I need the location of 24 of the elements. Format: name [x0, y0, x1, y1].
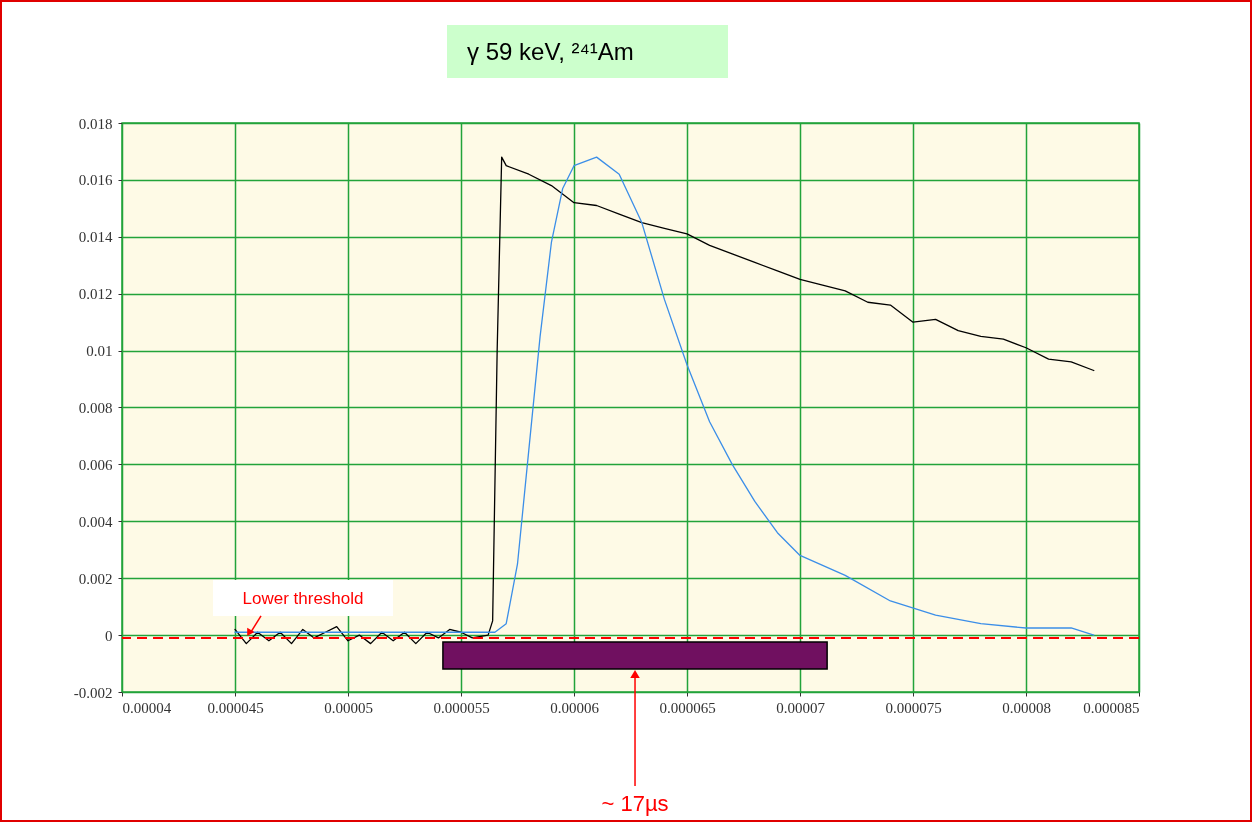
x-tick-label: 0.000065: [659, 699, 716, 716]
x-tick-label: 0.000045: [207, 699, 264, 716]
ref-line-label: Lower threshold: [242, 588, 364, 608]
x-tick-label: 0.000075: [885, 699, 942, 716]
x-tick-label: 0.00007: [776, 699, 826, 716]
y-tick-label: 0: [105, 627, 113, 644]
x-tick-label: 0.00005: [324, 699, 373, 716]
y-tick-label: 0.016: [78, 172, 113, 189]
x-tick-label: 0.00006: [550, 699, 600, 716]
band-label: ~ 17µs: [601, 791, 669, 816]
y-tick-label: 0.002: [78, 570, 113, 587]
y-tick-label: 0.014: [78, 229, 113, 246]
y-tick-label: 0.01: [86, 343, 113, 360]
y-tick-label: 0.006: [78, 456, 113, 473]
x-tick-label: 0.000085: [1083, 699, 1140, 716]
y-tick-label: -0.002: [73, 684, 113, 701]
x-tick-label: 0.000055: [433, 699, 490, 716]
x-tick-label: 0.00008: [1002, 699, 1051, 716]
y-tick-label: 0.004: [78, 513, 113, 530]
y-tick-label: 0.018: [78, 115, 113, 132]
y-tick-label: 0.012: [78, 286, 113, 303]
chart-title: γ 59 keV, ²⁴¹Am: [447, 25, 728, 78]
y-tick-label: 0.008: [78, 400, 113, 416]
x-tick-label: 0.00004: [122, 699, 172, 716]
